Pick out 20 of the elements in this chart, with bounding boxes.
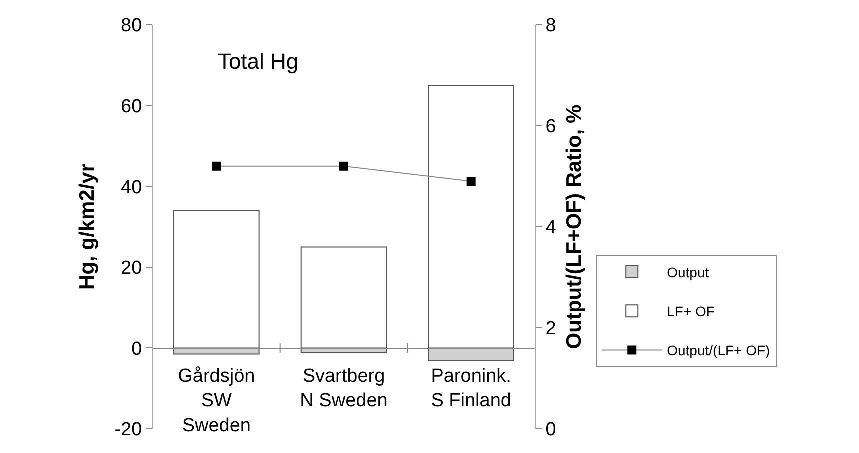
y2-tick-label: 6 (546, 116, 556, 138)
y-tick-label: 40 (121, 177, 142, 198)
y-tick-label: 20 (121, 258, 142, 280)
x-tick-label: Svartberg N Sweden (300, 366, 388, 412)
y-tick-label: 60 (121, 96, 142, 118)
y2-tick-label: 4 (546, 218, 557, 239)
y2-axis-title: Output/(LF+OF) Ratio, % (563, 104, 586, 350)
y2-tick-label: 8 (546, 16, 556, 37)
y-tick-label: -20 (114, 420, 142, 441)
legend-label: LF+ OF (667, 304, 715, 320)
y2-tick-label: 2 (546, 318, 556, 340)
y-tick-label: 80 (121, 16, 142, 37)
y2-tick-label: 0 (546, 420, 556, 441)
x-tick-label: Paronink. S Finland (431, 366, 512, 412)
legend-label: Output (667, 264, 710, 280)
text: Total Hg (218, 49, 299, 74)
y-axis-title: Hg, g/km2/yr (76, 164, 99, 290)
legend-label: Output/(LF+ OF) (667, 342, 770, 359)
x-tick-label: Gårdsjön SW Sweden (178, 366, 256, 436)
y-tick-label: 0 (132, 338, 142, 360)
